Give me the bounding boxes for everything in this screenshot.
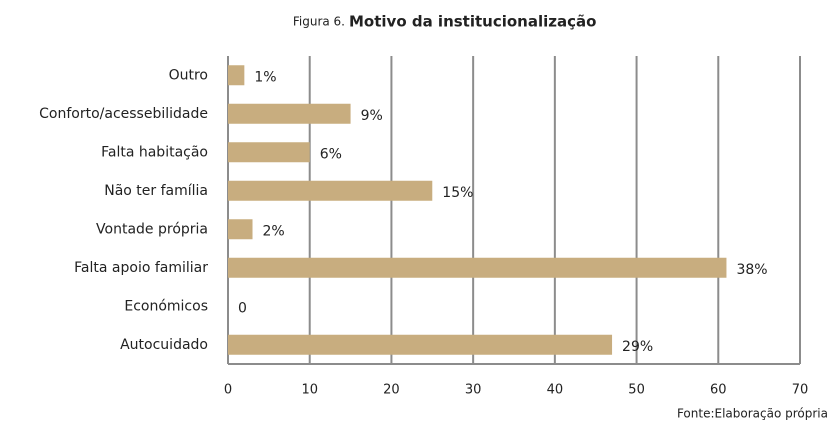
value-label: 15% bbox=[442, 185, 473, 201]
value-label: 38% bbox=[736, 262, 767, 278]
y-tick-label: Vontade própria bbox=[96, 221, 208, 237]
y-tick-label: Falta apoio familiar bbox=[74, 260, 208, 276]
bar bbox=[228, 180, 433, 201]
bar bbox=[228, 103, 351, 124]
x-tick-label: 60 bbox=[710, 383, 727, 398]
x-tick-label: 50 bbox=[628, 383, 645, 398]
bar bbox=[228, 334, 613, 355]
value-label: 6% bbox=[320, 146, 342, 162]
x-tick-label: 20 bbox=[383, 383, 400, 398]
x-tick-label: 10 bbox=[301, 383, 318, 398]
chart-title: Motivo da institucionalização bbox=[349, 13, 596, 31]
value-label: 9% bbox=[361, 108, 383, 124]
y-tick-label: Autocuidado bbox=[120, 337, 208, 353]
y-tick-label: Outro bbox=[169, 67, 208, 83]
x-tick-label: 70 bbox=[792, 383, 809, 398]
value-label: 1% bbox=[254, 69, 276, 85]
x-tick-label: 30 bbox=[465, 383, 482, 398]
bar bbox=[228, 65, 245, 86]
y-tick-label: Falta habitação bbox=[101, 144, 208, 160]
y-tick-label: Económicos bbox=[124, 298, 208, 314]
value-label: 2% bbox=[263, 223, 285, 239]
bar bbox=[228, 219, 253, 240]
x-tick-label: 40 bbox=[547, 383, 564, 398]
y-tick-label: Não ter família bbox=[104, 183, 208, 199]
source-note: Fonte:Elaboração própria bbox=[677, 407, 828, 421]
bar bbox=[228, 142, 310, 163]
bar bbox=[228, 257, 727, 278]
value-label: 0 bbox=[238, 300, 247, 316]
value-label: 29% bbox=[622, 339, 653, 355]
figure-label: Figura 6. bbox=[293, 15, 345, 29]
x-tick-label: 0 bbox=[224, 383, 232, 398]
y-tick-label: Conforto/acessebilidade bbox=[39, 106, 208, 122]
